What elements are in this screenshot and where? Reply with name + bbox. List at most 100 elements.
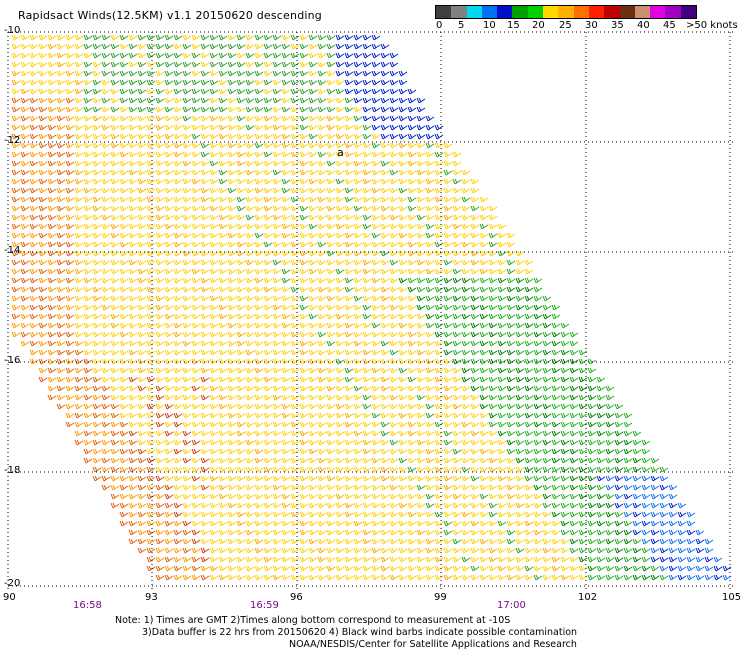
wind-barb [200, 412, 210, 419]
wind-barb [218, 376, 228, 383]
wind-barb [173, 232, 183, 239]
lon-label: 105 [722, 592, 740, 603]
wind-barb [191, 547, 201, 554]
wind-barb [470, 376, 480, 383]
wind-barb [425, 520, 435, 527]
wind-barb [569, 358, 579, 365]
wind-barb [614, 457, 624, 464]
wind-barb [605, 484, 615, 491]
wind-barb [245, 304, 255, 311]
wind-barb [650, 538, 660, 545]
wind-barb [488, 250, 498, 257]
wind-barb [56, 232, 66, 239]
wind-barb [506, 385, 516, 392]
wind-barb [101, 241, 111, 248]
wind-barb [578, 448, 588, 455]
wind-barb [371, 448, 381, 455]
wind-barb [389, 133, 399, 140]
wind-barb [38, 277, 48, 284]
wind-barb [137, 304, 147, 311]
wind-barb [83, 43, 93, 50]
wind-barb [281, 466, 291, 473]
wind-barb [245, 475, 255, 482]
wind-barb [119, 34, 129, 41]
wind-barb [254, 52, 264, 59]
wind-barb [551, 457, 561, 464]
wind-barb [596, 484, 606, 491]
wind-barb [146, 88, 156, 95]
wind-barb [146, 520, 156, 527]
wind-barb [407, 322, 417, 329]
wind-barb [182, 493, 192, 500]
wind-barb [389, 448, 399, 455]
wind-barb [65, 115, 75, 122]
wind-barb [128, 52, 138, 59]
wind-barb [29, 34, 39, 41]
wind-barb [614, 484, 624, 491]
wind-barb [254, 70, 264, 77]
wind-barb [551, 448, 561, 455]
wind-barb [227, 169, 237, 176]
wind-barb [119, 313, 129, 320]
wind-barb [434, 250, 444, 257]
wind-barb [47, 286, 57, 293]
wind-barb [173, 331, 183, 338]
wind-barb [182, 457, 192, 464]
wind-barb [164, 565, 174, 572]
wind-barb [506, 367, 516, 374]
wind-barb [389, 493, 399, 500]
wind-barb [20, 223, 30, 230]
wind-barb [452, 169, 462, 176]
wind-barb [650, 493, 660, 500]
wind-barb [101, 223, 111, 230]
wind-barb [371, 484, 381, 491]
wind-barb [596, 385, 606, 392]
wind-barb [290, 349, 300, 356]
wind-barb [623, 457, 633, 464]
wind-barb [128, 277, 138, 284]
wind-barb [29, 61, 39, 68]
lat-label: -18 [4, 465, 21, 476]
wind-barb [101, 394, 111, 401]
wind-barb [389, 430, 399, 437]
wind-barb [488, 277, 498, 284]
wind-barb [101, 43, 111, 50]
wind-barb [335, 547, 345, 554]
wind-barb [272, 439, 282, 446]
wind-barb [128, 430, 138, 437]
wind-barb [506, 475, 516, 482]
wind-barb [137, 169, 147, 176]
wind-barb [371, 97, 381, 104]
wind-barb [587, 448, 597, 455]
wind-barb [506, 349, 516, 356]
wind-barb [92, 259, 102, 266]
wind-barb [272, 304, 282, 311]
wind-barb [92, 223, 102, 230]
wind-barb [155, 313, 165, 320]
wind-barb [263, 475, 273, 482]
wind-barb [128, 367, 138, 374]
wind-barb [353, 196, 363, 203]
wind-barb [551, 367, 561, 374]
wind-barb [101, 286, 111, 293]
wind-barb [398, 169, 408, 176]
wind-barb [389, 223, 399, 230]
wind-barb [380, 466, 390, 473]
wind-barb [443, 196, 453, 203]
wind-barb [569, 547, 579, 554]
wind-barb [344, 385, 354, 392]
wind-barb [119, 277, 129, 284]
wind-barb [344, 421, 354, 428]
wind-barb [371, 61, 381, 68]
wind-barb [155, 43, 165, 50]
wind-barb [290, 88, 300, 95]
wind-barb [299, 313, 309, 320]
wind-barb [677, 574, 687, 581]
wind-barb [92, 115, 102, 122]
wind-barb [119, 475, 129, 482]
wind-barb [38, 232, 48, 239]
wind-barb [389, 358, 399, 365]
wind-barb [335, 178, 345, 185]
wind-barb [20, 106, 30, 113]
wind-barb [425, 304, 435, 311]
